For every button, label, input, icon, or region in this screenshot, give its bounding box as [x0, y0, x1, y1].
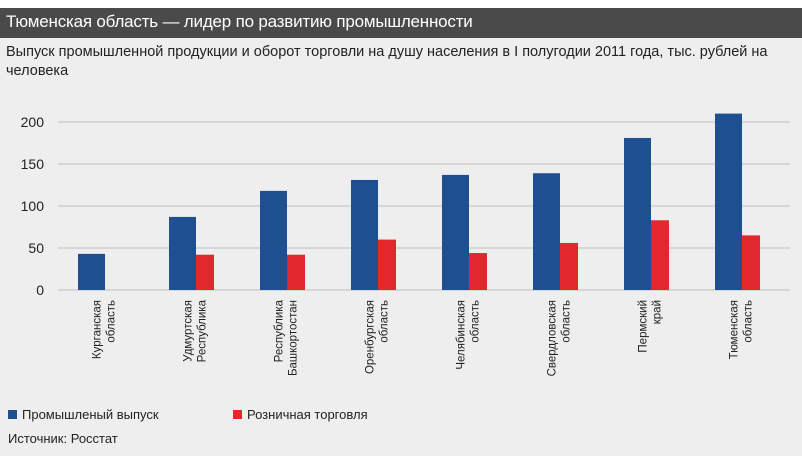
grid-layer — [58, 121, 790, 291]
bar-industrial — [169, 216, 196, 290]
category-label-line: Республика — [274, 299, 286, 362]
bar-industrial — [351, 179, 378, 290]
y-tick-label: 200 — [21, 114, 45, 130]
bars-layer — [78, 113, 760, 290]
bar-industrial — [715, 113, 742, 290]
category-label-line: Республика — [197, 299, 209, 362]
bar-industrial — [78, 253, 105, 290]
category-label: Пермский край — [638, 300, 664, 353]
y-tick-label: 50 — [28, 240, 44, 256]
source-note: Источник: Росстат — [8, 431, 118, 446]
bar-industrial — [533, 173, 560, 290]
category-label: Удмуртская Республика — [183, 299, 209, 362]
category-label-line: Свердловская — [547, 300, 559, 376]
y-tick-label: 100 — [21, 198, 45, 214]
category-label: Курганская область — [92, 300, 118, 359]
category-label-line: область — [470, 300, 482, 343]
chart-title: Тюменская область — лидер по развитию пр… — [6, 12, 473, 31]
category-label: Тюменская область — [729, 300, 755, 359]
chart-header: Тюменская область — лидер по развитию пр… — [0, 8, 802, 38]
category-label: Челябинская область — [456, 300, 482, 370]
bar-industrial — [442, 174, 469, 290]
category-label-line: край — [652, 300, 664, 324]
bar-industrial — [624, 137, 651, 290]
category-label-line: область — [743, 300, 755, 343]
y-tick-label: 0 — [36, 282, 44, 298]
y-tick-label: 150 — [21, 156, 45, 172]
category-label: Оренбургская область — [365, 300, 391, 374]
y-axis-ticks: 0 50 100 150 200 — [21, 114, 45, 298]
bar-industrial — [260, 190, 287, 290]
category-label-line: область — [379, 300, 391, 343]
category-label-line: Оренбургская — [365, 300, 377, 374]
category-label: Свердловская область — [547, 300, 573, 376]
category-label: Республика Башкортостан — [274, 299, 300, 376]
category-label-line: Курганская — [92, 300, 104, 359]
legend-swatch-industrial — [8, 410, 17, 419]
legend-label-industrial: Промышленый выпуск — [22, 407, 159, 422]
category-label-line: Удмуртская — [183, 300, 195, 362]
legend: Промышленый выпуск Розничная торговля — [8, 407, 368, 422]
category-label-line: область — [106, 300, 118, 343]
category-label-line: область — [561, 300, 573, 343]
category-label-line: Челябинская — [456, 300, 468, 370]
category-label-line: Башкортостан — [288, 300, 300, 376]
category-label-line: Тюменская — [729, 300, 741, 359]
legend-label-retail: Розничная торговля — [247, 407, 368, 422]
chart-subtitle: Выпуск промышленной продукции и оборот т… — [6, 44, 768, 79]
legend-swatch-retail — [233, 410, 242, 419]
category-label-line: Пермский — [638, 300, 650, 353]
x-axis-categories: Курганская область Удмуртская Республика Рес… — [92, 299, 755, 376]
